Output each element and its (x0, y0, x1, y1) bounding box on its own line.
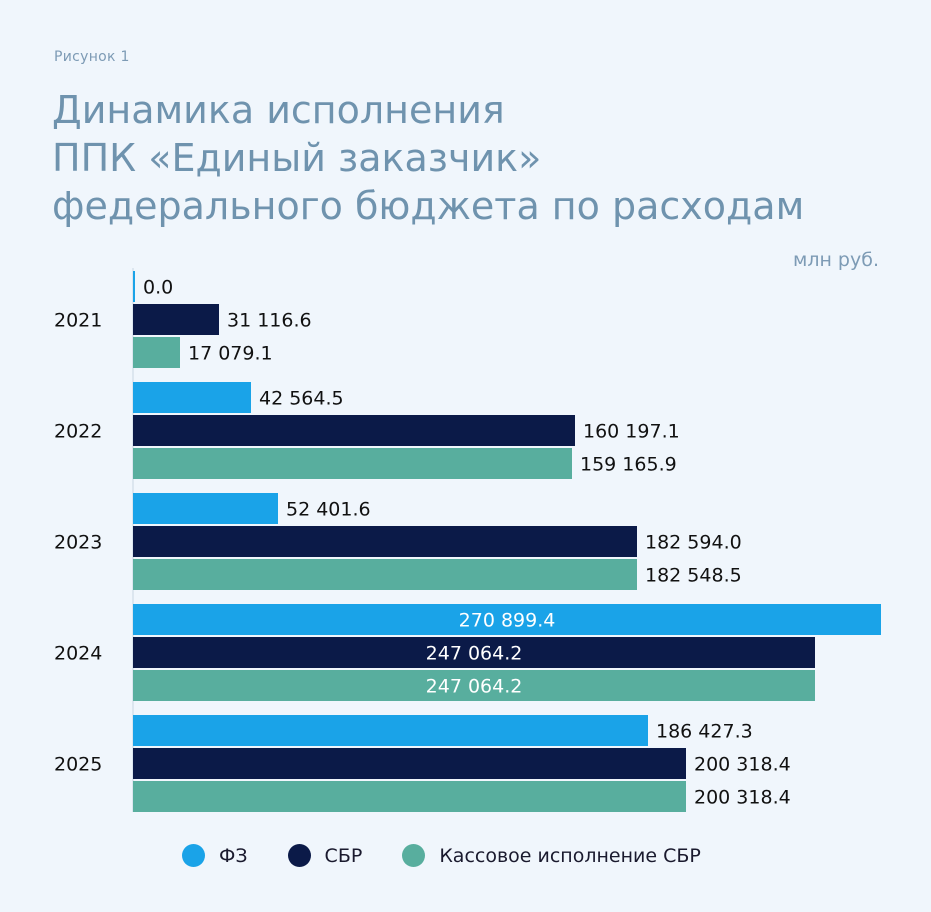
bar-sbr-2023 (133, 526, 637, 557)
data-label-kassa-2022: 159 165.9 (580, 454, 677, 476)
chart-title: Динамика исполнения ППК «Единый заказчик… (52, 86, 912, 230)
bar-sbr-2022 (133, 415, 575, 446)
category-label-2025: 2025 (54, 754, 102, 776)
legend-item-sbr: СБР (287, 844, 363, 867)
legend-label-fz: ФЗ (219, 844, 248, 867)
data-label-kassa-2024: 247 064.2 (426, 676, 523, 698)
unit-label: млн руб. (792, 249, 879, 271)
bar-fz-2023 (133, 493, 278, 524)
data-label-fz-2023: 52 401.6 (286, 499, 371, 521)
data-label-sbr-2024: 247 064.2 (426, 643, 523, 665)
bar-kassa-2023 (133, 559, 637, 590)
legend: ФЗ СБР Кассовое исполнение СБР (182, 844, 741, 867)
bar-fz-2024 (133, 604, 881, 635)
data-label-kassa-2023: 182 548.5 (645, 565, 742, 587)
category-label-2021: 2021 (54, 310, 102, 332)
data-label-sbr-2022: 160 197.1 (583, 421, 680, 443)
legend-label-kassa: Кассовое исполнение СБР (439, 844, 701, 867)
bar-kassa-2022 (133, 448, 572, 479)
bar-sbr-2025 (133, 748, 686, 779)
bar-fz-2022 (133, 382, 251, 413)
bar-kassa-2021 (133, 337, 180, 368)
data-label-fz-2025: 186 427.3 (656, 721, 753, 743)
legend-swatch-kassa (402, 844, 426, 867)
chart-title-line-2: ППК «Единый заказчик» (52, 136, 542, 180)
bar-group-2025: 2025 186 427.3 200 318.4 200 318.4 (54, 715, 791, 812)
legend-swatch-fz (182, 844, 205, 867)
bar-kassa-2024 (133, 670, 815, 701)
legend-label-sbr: СБР (324, 844, 363, 867)
data-label-fz-2022: 42 564.5 (259, 388, 344, 410)
category-label-2024: 2024 (54, 643, 102, 665)
bar-group-2022: 2022 42 564.5 160 197.1 159 165.9 (54, 382, 680, 479)
data-label-kassa-2025: 200 318.4 (694, 787, 791, 809)
data-label-fz-2021: 0.0 (143, 277, 173, 299)
bar-fz-2025 (133, 715, 648, 746)
bar-sbr-2024 (133, 637, 815, 668)
bar-group-2024: 2024 270 899.4 247 064.2 247 064.2 (54, 604, 881, 701)
figure-label: Рисунок 1 (54, 49, 130, 65)
bar-sbr-2021 (133, 304, 219, 335)
bar-chart: 2021 0.0 31 116.6 17 079.1 2022 42 564.5 160 1… (54, 268, 881, 812)
chart-title-line-3: федерального бюджета по расходам (52, 184, 805, 228)
data-label-sbr-2025: 200 318.4 (694, 754, 791, 776)
data-label-sbr-2021: 31 116.6 (227, 310, 312, 332)
chart-title-line-1: Динамика исполнения (52, 88, 505, 132)
category-label-2022: 2022 (54, 421, 102, 443)
bar-group-2023: 2023 52 401.6 182 594.0 182 548.5 (54, 493, 742, 590)
data-label-fz-2024: 270 899.4 (459, 610, 556, 632)
bar-group-2021: 2021 0.0 31 116.6 17 079.1 (54, 271, 312, 368)
legend-item-fz: ФЗ (182, 844, 248, 867)
bar-kassa-2025 (133, 781, 686, 812)
bar-fz-2021 (133, 271, 135, 302)
data-label-kassa-2021: 17 079.1 (188, 343, 273, 365)
data-label-sbr-2023: 182 594.0 (645, 532, 742, 554)
legend-swatch-sbr (287, 844, 311, 867)
legend-item-kassa: Кассовое исполнение СБР (402, 844, 701, 867)
category-label-2023: 2023 (54, 532, 102, 554)
